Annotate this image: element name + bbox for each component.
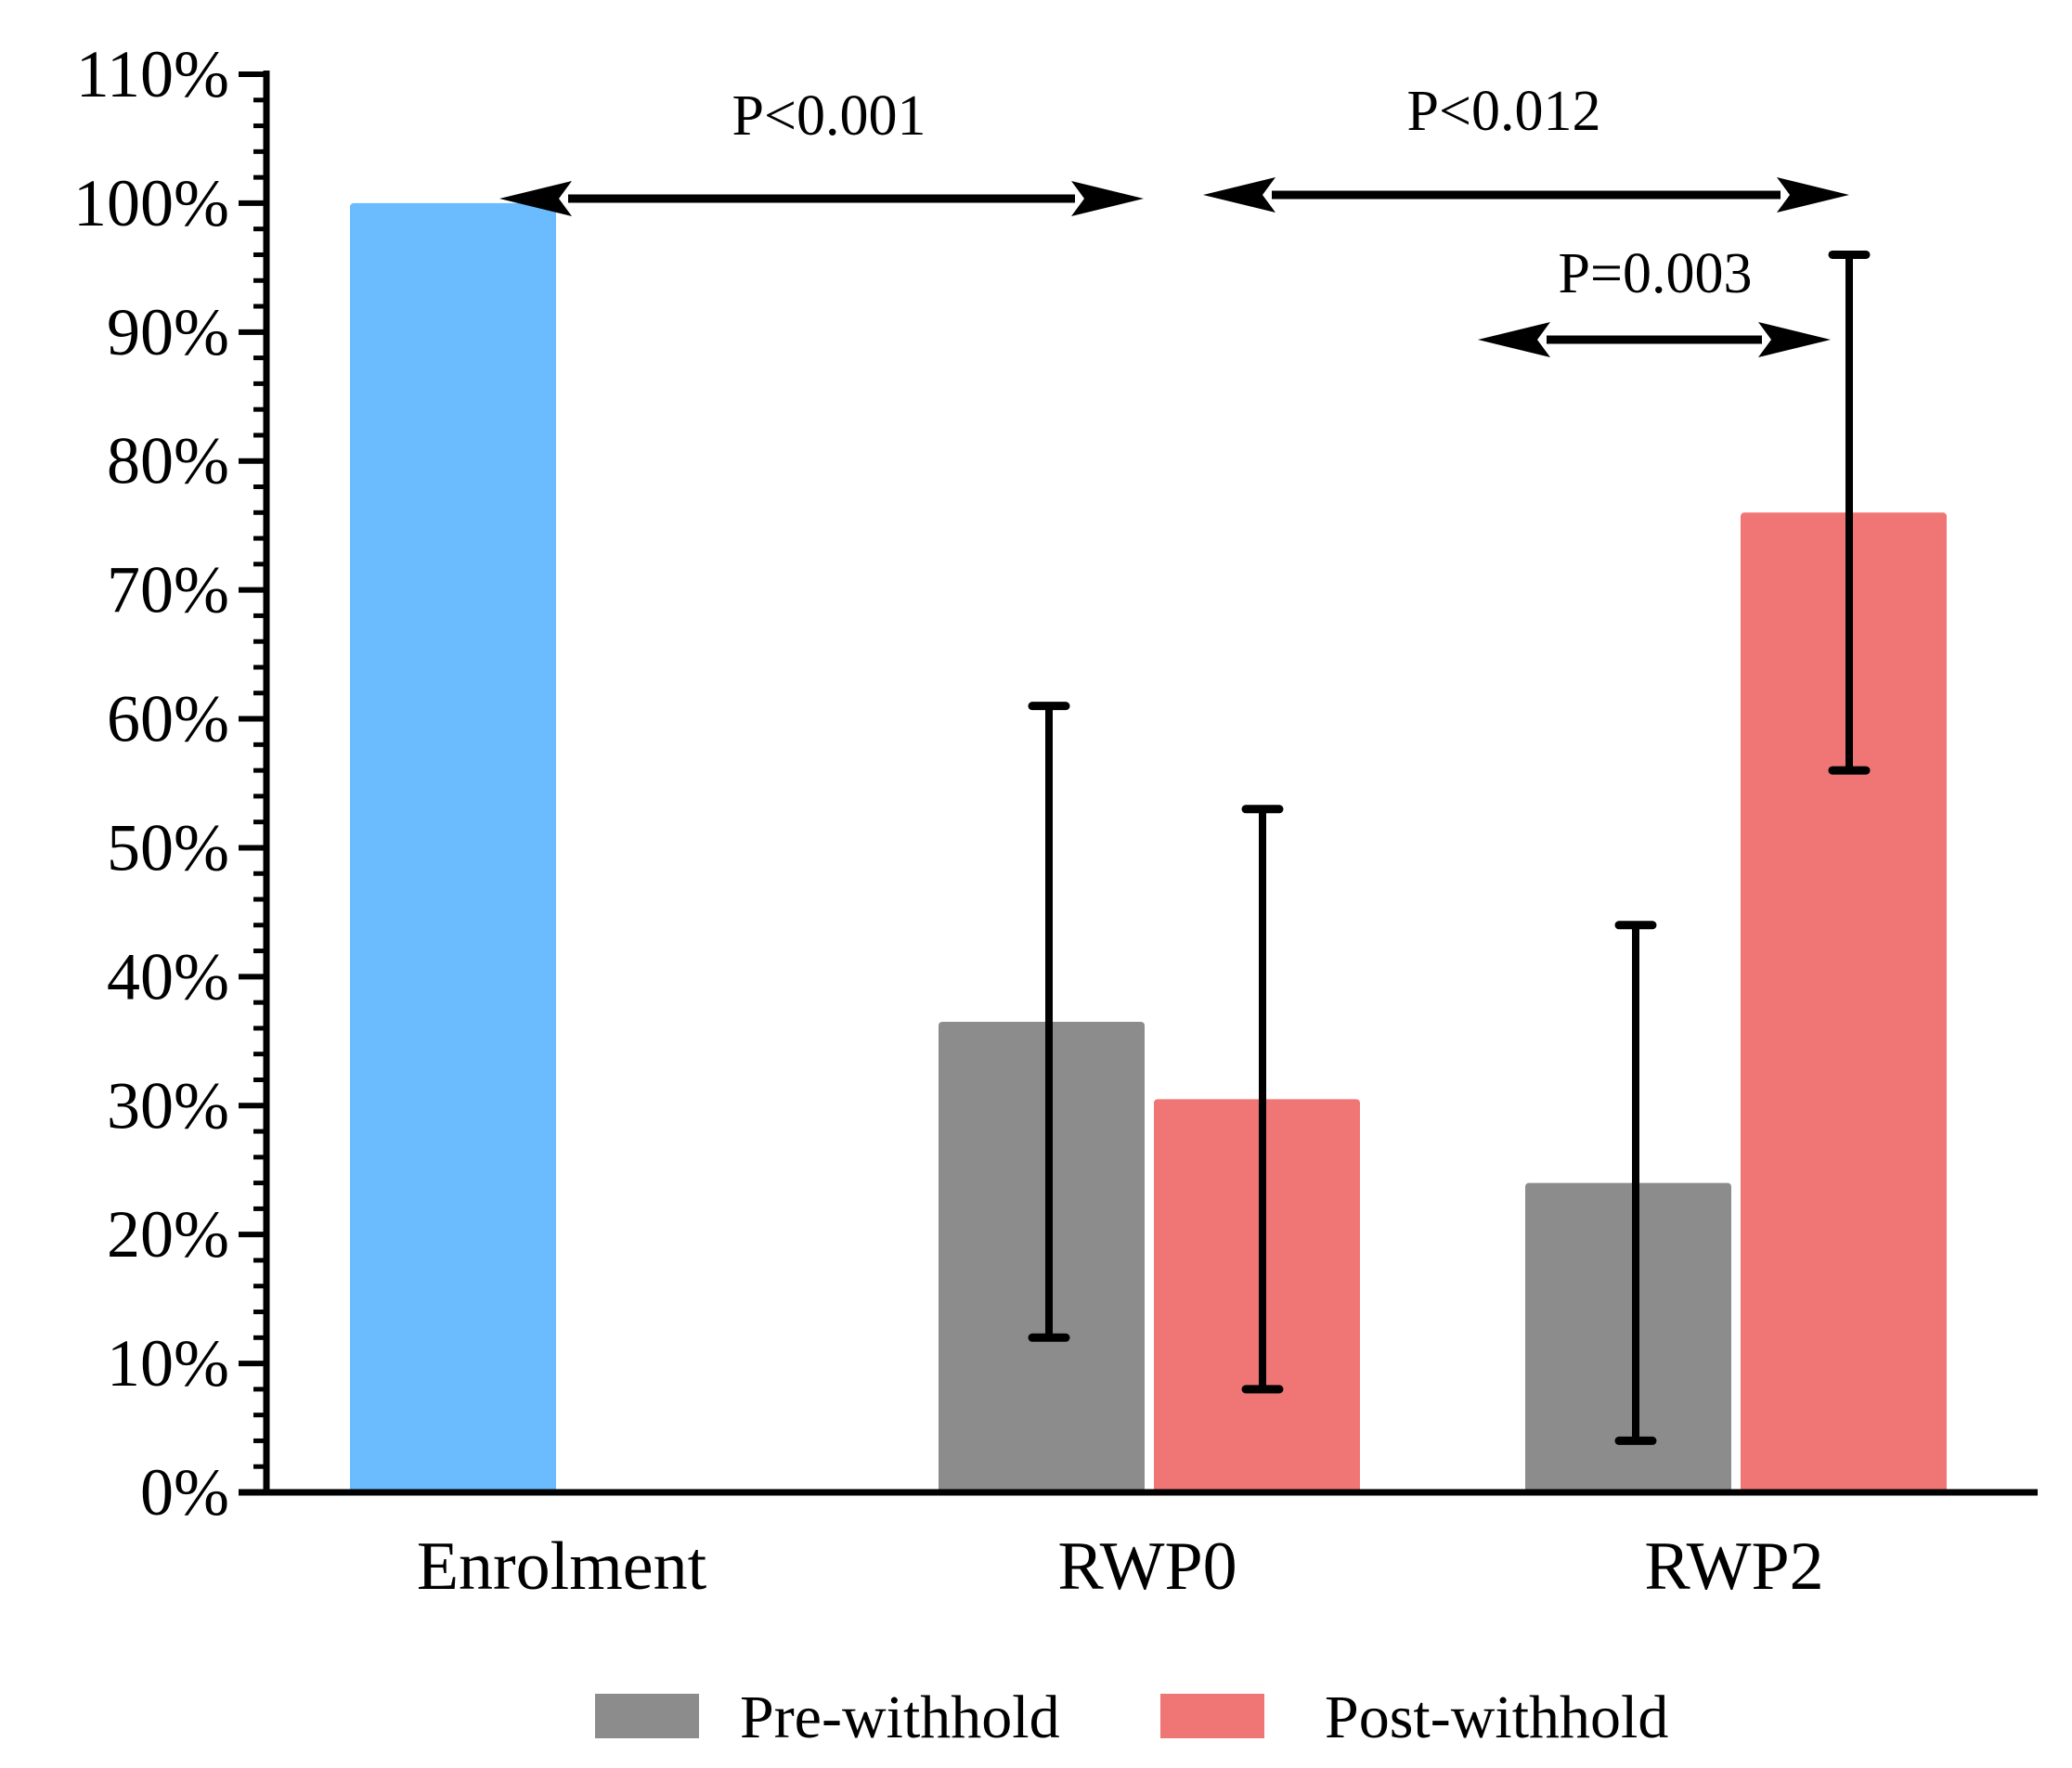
annotations-layer: P<0.001 P<0.012 P=0.003 [499, 80, 1849, 357]
y-tick-label: 50% [107, 810, 229, 884]
arrow-head-left [499, 181, 572, 216]
x-category-label-rwp2: RWP2 [1644, 1529, 1823, 1605]
legend-label-post-withhold: Post-withhold [1325, 1684, 1668, 1751]
arrow-head-left [1478, 322, 1550, 357]
y-tick-label: 110% [76, 37, 229, 111]
y-tick-label: 100% [73, 166, 229, 240]
bar-rwp2-pre-withhold [1525, 1182, 1731, 1492]
legend-swatch-pre-withhold [595, 1694, 699, 1738]
y-tick-label: 0% [140, 1455, 229, 1529]
y-tick-label: 70% [107, 553, 229, 627]
significance-arrow-2 [1203, 177, 1849, 213]
arrow-head-right [1758, 322, 1831, 357]
significance-arrow-1 [499, 181, 1144, 216]
y-tick-label: 30% [107, 1068, 229, 1142]
bar-rwp0-post-withhold [1154, 1099, 1360, 1492]
bar-enrolment [350, 202, 556, 1493]
axes-layer: 0% 10% 20% 30% 40% 50% 60% 70% 80% 90% 100% 110% Enr… [73, 37, 2038, 1605]
p-value-label-3: P=0.003 [1559, 242, 1753, 305]
p-value-label-1: P<0.001 [732, 84, 926, 148]
y-tick-label: 90% [107, 295, 229, 369]
arrow-head-left [1203, 177, 1276, 213]
error-bars-layer [1028, 250, 1871, 1445]
y-tick-label: 80% [107, 424, 229, 498]
arrow-head-right [1777, 177, 1849, 213]
legend-label-pre-withhold: Pre-withhold [740, 1684, 1060, 1751]
x-category-label-rwp0: RWP0 [1057, 1529, 1237, 1605]
bar-rwp2-post-withhold [1741, 512, 1947, 1492]
y-tick-label: 60% [107, 682, 229, 756]
y-tick-label: 40% [107, 939, 229, 1013]
legend: Pre-withhold Post-withhold [595, 1684, 1668, 1751]
p-value-label-2: P<0.012 [1407, 80, 1601, 143]
y-tick-label: 20% [107, 1197, 229, 1271]
bars-layer [350, 202, 1947, 1493]
significance-arrow-3 [1478, 322, 1831, 357]
bar-rwp0-pre-withhold [939, 1021, 1145, 1492]
legend-swatch-post-withhold [1160, 1694, 1264, 1738]
x-category-label-enrolment: Enrolment [417, 1529, 707, 1605]
y-tick-label: 10% [107, 1326, 229, 1400]
arrow-head-right [1071, 181, 1144, 216]
